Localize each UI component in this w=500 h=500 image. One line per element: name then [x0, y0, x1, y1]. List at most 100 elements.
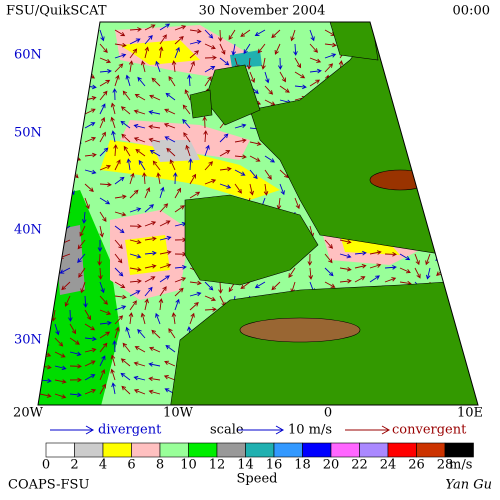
wind-arrow — [274, 43, 281, 55]
wind-arrow — [61, 281, 71, 291]
wind-arrow — [43, 239, 56, 244]
wind-arrow — [144, 264, 157, 269]
colorbar-swatch — [359, 442, 389, 458]
wind-arrow — [189, 50, 200, 59]
wind-arrow — [459, 155, 471, 162]
wind-arrow — [429, 197, 438, 207]
wind-arrow — [46, 211, 56, 221]
wind-arrow — [69, 140, 82, 146]
wind-arrow — [204, 281, 214, 291]
wind-arrow — [164, 108, 176, 115]
wind-arrow — [138, 159, 146, 171]
wind-arrow — [413, 102, 418, 115]
wind-arrow — [137, 328, 146, 339]
lon-label: 0 — [324, 406, 332, 421]
wind-arrow — [39, 141, 52, 146]
wind-arrow — [114, 29, 126, 37]
wind-arrow — [69, 85, 80, 93]
footer-left: COAPS-FSU — [8, 478, 89, 493]
wind-arrow — [369, 275, 380, 283]
wind-arrow — [97, 239, 103, 252]
wind-arrow — [54, 351, 66, 358]
wind-arrow — [456, 57, 462, 70]
wind-arrow — [414, 66, 426, 73]
wind-arrow — [54, 379, 67, 384]
wind-arrow — [453, 295, 461, 307]
wind-arrow — [324, 63, 334, 73]
wind-arrow — [414, 179, 427, 185]
colorbar-unit: m/s — [449, 458, 472, 473]
wind-arrow — [240, 281, 251, 290]
wind-arrow — [324, 42, 337, 48]
wind-arrow — [148, 362, 161, 367]
wind-arrow — [99, 197, 111, 205]
wind-arrow — [120, 106, 131, 115]
wind-arrow — [99, 182, 112, 187]
wind-arrow — [429, 183, 442, 189]
wind-arrow — [459, 113, 472, 118]
wind-arrow — [414, 88, 420, 101]
wind-arrow — [137, 76, 146, 87]
wind-arrow — [148, 376, 161, 382]
wind-arrow — [149, 149, 161, 157]
wind-arrow — [441, 43, 446, 56]
wind-arrow — [99, 116, 106, 129]
wind-arrow — [453, 43, 461, 55]
wind-arrow — [189, 28, 202, 34]
colorbar-label: 0 — [42, 458, 50, 473]
wind-arrow — [99, 211, 107, 223]
wind-arrow — [399, 28, 412, 34]
lat-label: 50N — [14, 126, 42, 141]
wind-arrow — [44, 225, 56, 232]
land-africa — [169, 279, 478, 405]
wind-arrow — [240, 29, 251, 37]
wind-arrow — [307, 253, 313, 266]
wind-arrow — [459, 141, 472, 146]
wind-arrow — [99, 90, 108, 101]
wind-arrow — [120, 372, 131, 381]
wind-arrow — [155, 312, 161, 325]
wind-arrow — [412, 116, 418, 129]
wind-arrow — [159, 286, 167, 297]
wind-arrow — [159, 203, 169, 213]
wind-arrow — [114, 74, 120, 87]
wind-arrow — [450, 281, 461, 289]
wind-arrow — [38, 29, 41, 37]
wind-arrow — [187, 74, 192, 87]
wind-arrow — [459, 99, 472, 106]
wind-arrow — [159, 235, 172, 241]
wind-arrow — [249, 183, 254, 196]
colorbar-label: 18 — [294, 458, 311, 473]
wind-arrow — [219, 57, 230, 66]
wind-arrow — [69, 377, 82, 383]
wind-arrow — [174, 205, 185, 213]
colorbar-label: 12 — [209, 458, 226, 473]
zone — [120, 40, 200, 65]
wind-arrow — [172, 172, 178, 185]
wind-arrow — [425, 253, 431, 266]
colorbar-label: 8 — [156, 458, 164, 473]
colorbar-label: 2 — [70, 458, 78, 473]
wind-arrow — [44, 281, 56, 289]
wind-arrow — [168, 75, 176, 87]
wind-arrow — [324, 253, 333, 264]
wind-arrow — [38, 211, 41, 222]
wind-arrow — [133, 389, 146, 395]
colorbar-label: 14 — [237, 458, 254, 473]
wind-arrow — [69, 392, 82, 398]
wind-arrow — [174, 298, 180, 311]
wind-arrow — [414, 55, 427, 61]
colorbar-swatch — [74, 442, 104, 458]
wind-arrow — [114, 239, 123, 250]
wind-arrow — [164, 360, 176, 367]
wind-arrow — [99, 281, 105, 294]
wind-arrow — [64, 43, 71, 55]
wind-arrow — [429, 81, 442, 87]
wind-arrow — [414, 29, 423, 39]
wind-arrow — [369, 250, 382, 255]
wind-arrow — [427, 29, 433, 42]
wind-arrow — [444, 85, 457, 91]
wind-arrow — [114, 42, 127, 48]
wind-arrow — [68, 309, 73, 322]
wind-arrow — [397, 74, 402, 87]
